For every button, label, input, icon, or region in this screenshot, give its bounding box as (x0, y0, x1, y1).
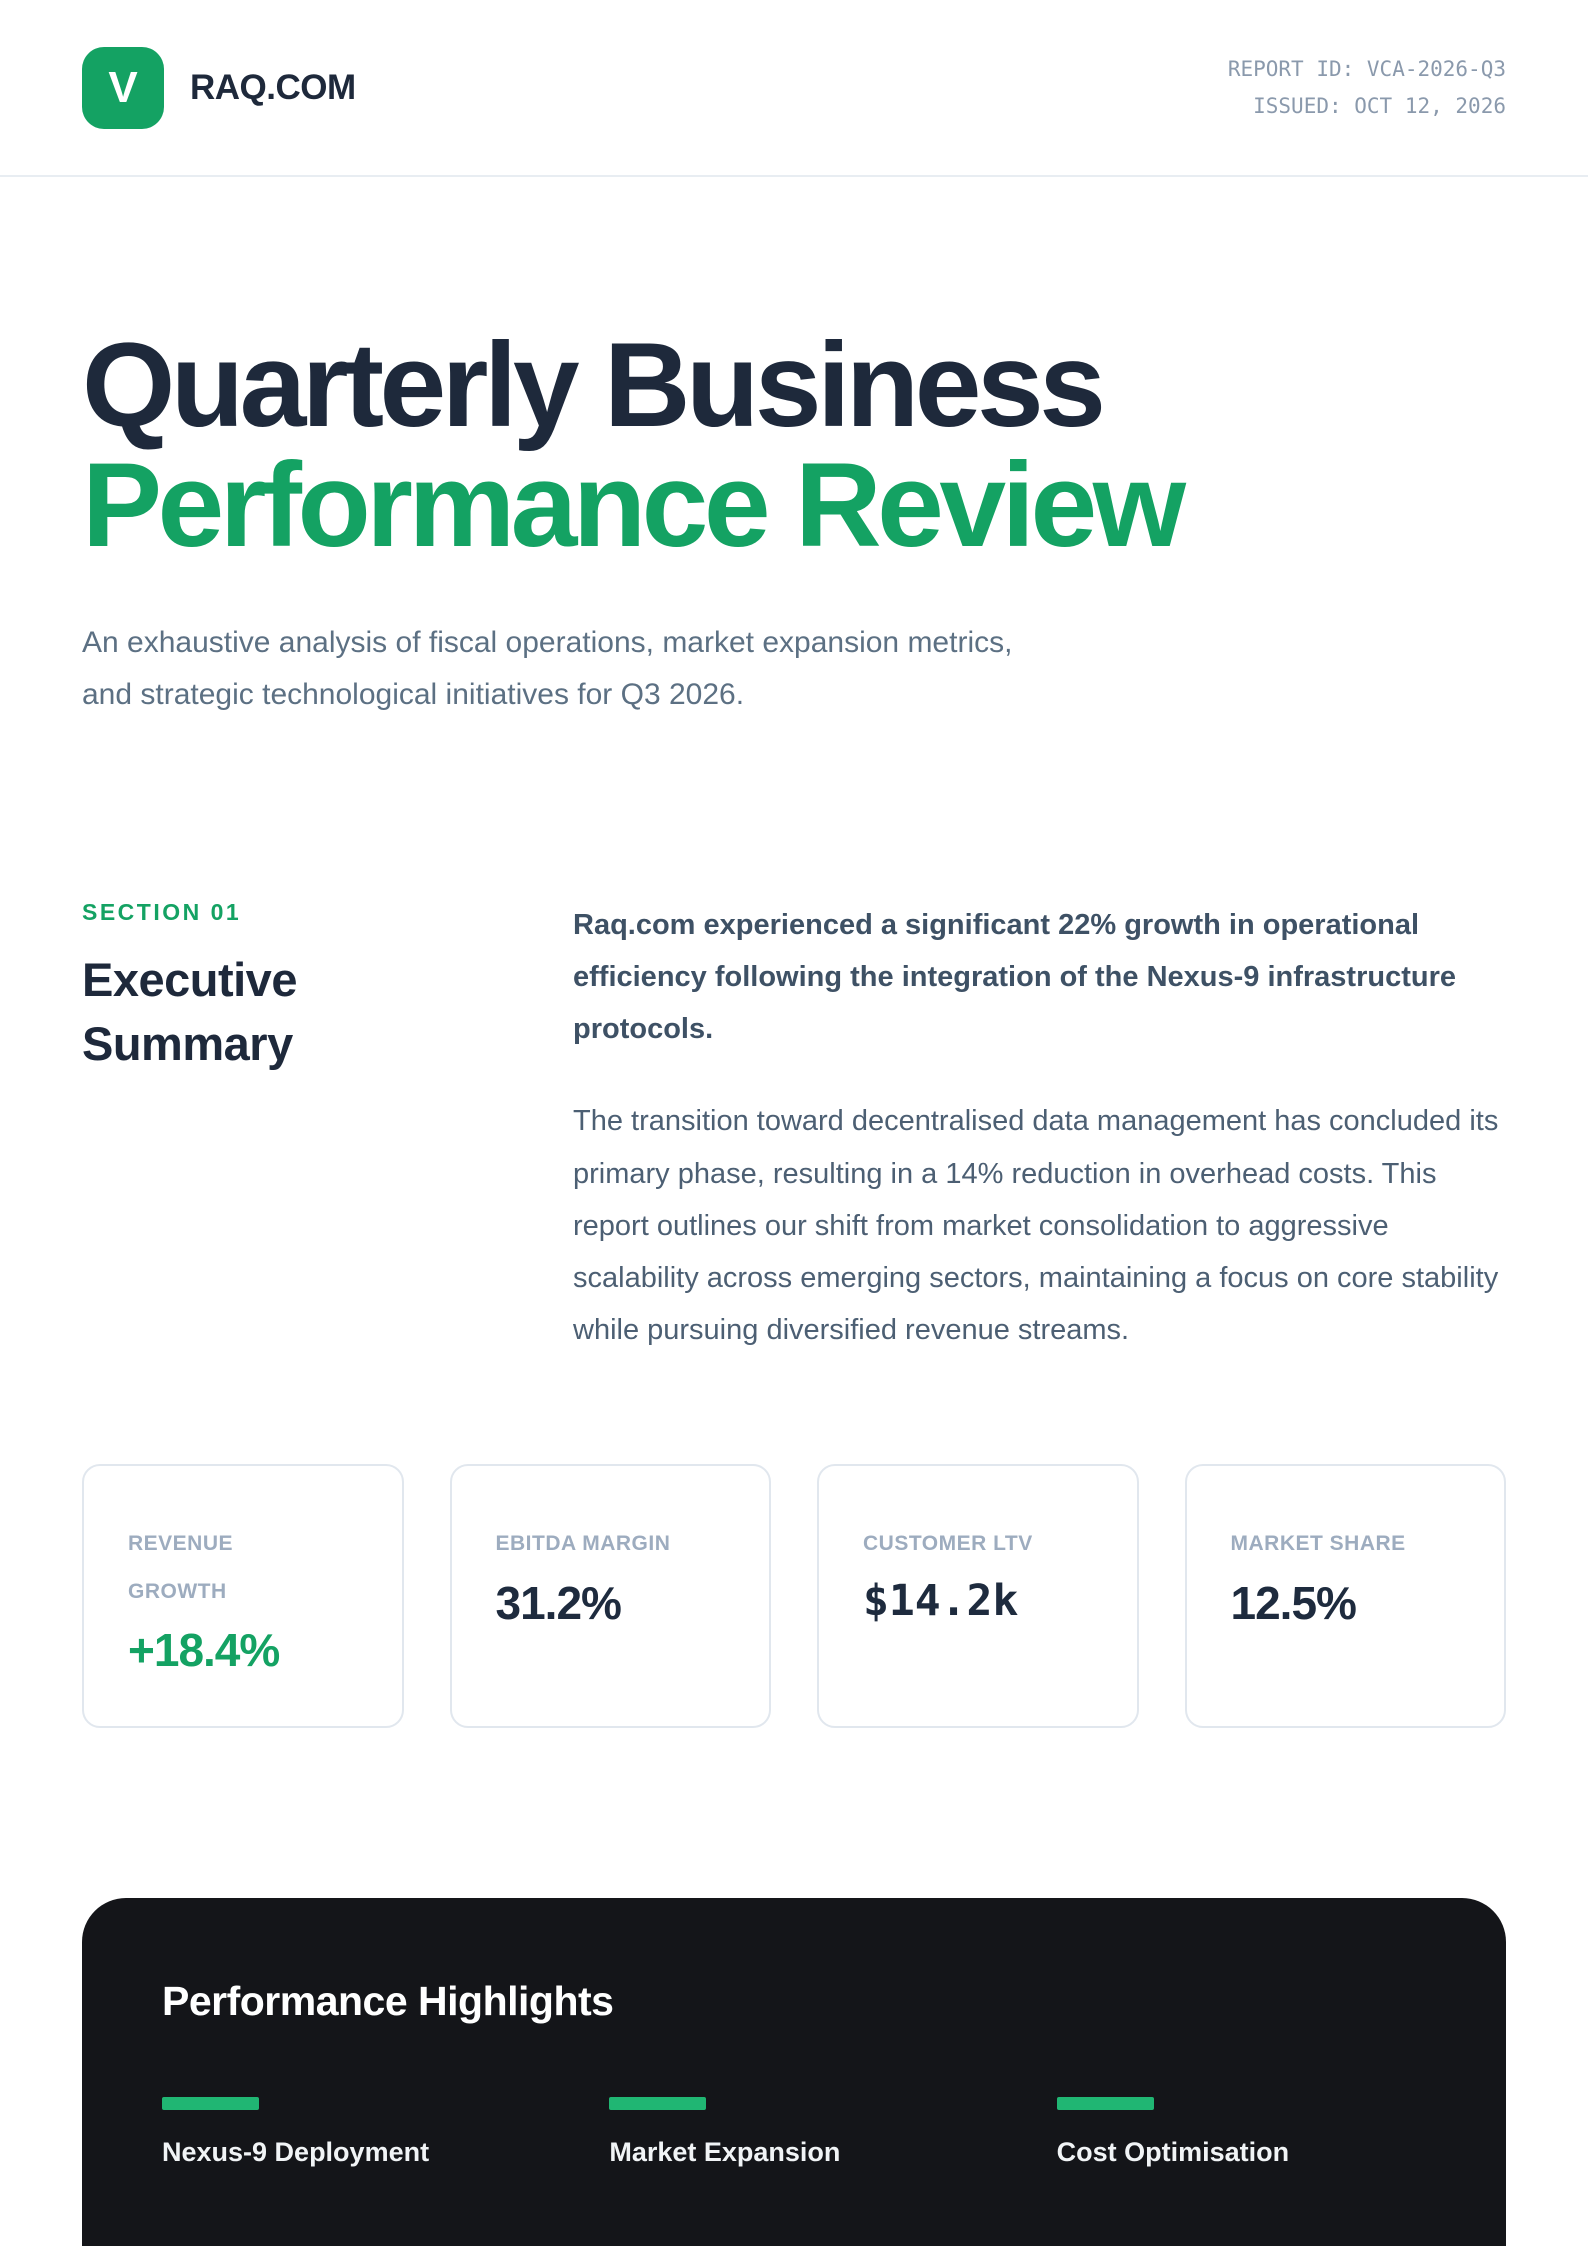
page-subtitle: An exhaustive analysis of fiscal operati… (82, 626, 1013, 711)
metric-value: 31.2% (495, 1576, 622, 1629)
metric-value: +18.4% (128, 1623, 280, 1676)
metric-card-market-share: MARKET SHARE 12.5% (1184, 1464, 1506, 1729)
performance-highlights-panel: Performance Highlights Nexus-9 Deploymen… (82, 1898, 1506, 2246)
section-eyebrow: SECTION 01 (82, 898, 242, 925)
brand-logo-letter: V (108, 62, 138, 112)
page-title-line1: Quarterly Business (82, 318, 1106, 452)
summary-body-paragraph: The transition toward decentralised data… (573, 1105, 1499, 1347)
metric-label: CUSTOMER LTV (863, 1532, 1033, 1556)
page-title: Quarterly Business Performance Review (82, 325, 1506, 565)
highlight-item: Market Expansion (609, 2097, 978, 2168)
metric-value: $14.2k (863, 1575, 1019, 1626)
highlight-item: Nexus-9 Deployment (162, 2097, 531, 2168)
metric-card-customer-ltv: CUSTOMER LTV $14.2k (817, 1464, 1139, 1729)
report-meta: REPORT ID: VCA-2026-Q3 ISSUED: OCT 12, 2… (1228, 51, 1506, 123)
highlights-title: Performance Highlights (162, 1978, 614, 2025)
section-heading: Executive Summary (82, 952, 297, 1070)
issue-date: ISSUED: OCT 12, 2026 (1253, 93, 1506, 118)
executive-summary-section: SECTION 01 Executive Summary Raq.com exp… (82, 899, 1506, 1357)
report-body: Quarterly Business Performance Review An… (0, 325, 1588, 2246)
highlight-heading: Cost Optimisation (1056, 2137, 1290, 2168)
metric-value: 12.5% (1230, 1576, 1357, 1629)
highlight-item: Cost Optimisation (1056, 2097, 1426, 2168)
metric-label: EBITDA MARGIN (495, 1532, 671, 1556)
brand-wordmark: RAQ.COM (190, 67, 356, 107)
highlights-grid: Nexus-9 Deployment Market Expansion Cost… (162, 2097, 1426, 2168)
metric-label: REVENUE GROWTH (128, 1532, 234, 1603)
highlight-accent-bar (162, 2097, 259, 2111)
highlight-heading: Market Expansion (609, 2137, 841, 2168)
highlight-accent-bar (609, 2097, 707, 2111)
metric-label: MARKET SHARE (1230, 1532, 1406, 1556)
page-title-line2: Performance Review (82, 438, 1186, 572)
metric-card-revenue-growth: REVENUE GROWTH +18.4% (82, 1464, 404, 1729)
brand-logo: V (82, 46, 164, 129)
report-id: REPORT ID: VCA-2026-Q3 (1227, 57, 1506, 82)
highlight-accent-bar (1056, 2097, 1154, 2111)
brand: V RAQ.COM (82, 46, 356, 129)
report-header: V RAQ.COM REPORT ID: VCA-2026-Q3 ISSUED:… (0, 0, 1588, 177)
section-copy-column: Raq.com experienced a significant 22% gr… (573, 899, 1506, 1357)
summary-lead-paragraph: Raq.com experienced a significant 22% gr… (573, 908, 1456, 1046)
highlight-heading: Nexus-9 Deployment (162, 2137, 430, 2168)
section-label-column: SECTION 01 Executive Summary (82, 899, 502, 1357)
metric-card-ebitda-margin: EBITDA MARGIN 31.2% (449, 1464, 771, 1729)
metric-cards-row: REVENUE GROWTH +18.4% EBITDA MARGIN 31.2… (82, 1464, 1506, 1729)
